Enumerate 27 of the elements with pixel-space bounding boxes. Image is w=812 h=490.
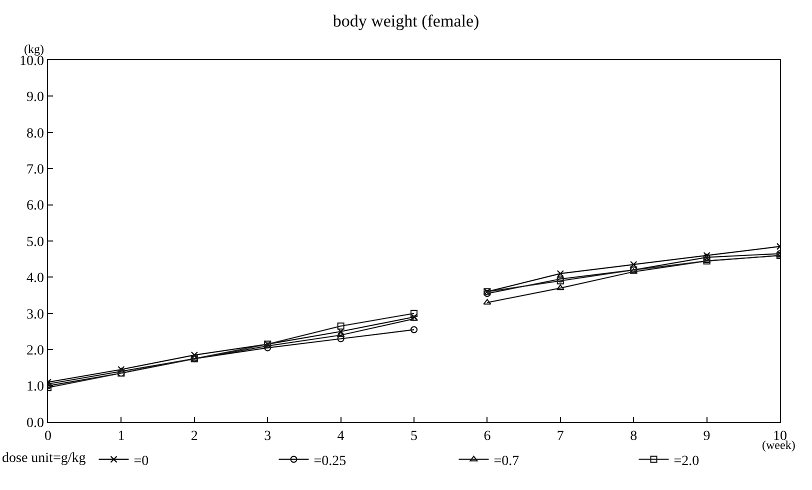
legend-label: =0.25	[314, 454, 346, 469]
x-tick-label: 2	[190, 429, 198, 444]
x-tick-label: 6	[484, 429, 491, 444]
legend-title: dose unit=g/kg	[2, 450, 86, 466]
y-tick-label: 9.0	[26, 90, 44, 106]
x-tick-label: 8	[630, 429, 638, 444]
y-tick-label: 8.0	[26, 126, 44, 142]
y-tick-label: 6.0	[26, 198, 44, 214]
y-tick-label: 0.0	[26, 416, 44, 431]
x-tick-label: 7	[556, 429, 564, 444]
y-tick-label: 3.0	[26, 307, 44, 322]
x-tick-label: 9	[703, 429, 710, 444]
y-tick-label: 7.0	[26, 162, 44, 178]
legend-label: =0.7	[494, 454, 520, 469]
x-tick-label: 1	[118, 429, 125, 444]
y-axis-title: (kg)	[24, 42, 44, 56]
legend-label: =0	[134, 454, 149, 469]
legend-label: =2.0	[674, 454, 700, 469]
x-tick-label: 3	[264, 429, 272, 444]
y-tick-label: 1.0	[26, 380, 44, 395]
x-tick-label: 4	[337, 429, 344, 444]
x-tick-label: 0	[44, 429, 52, 444]
y-tick-label: 2.0	[26, 344, 44, 358]
y-tick-label: 5.0	[26, 234, 44, 250]
y-tick-label: 4.0	[26, 271, 44, 286]
chart-title: body weight (female)	[332, 12, 480, 31]
x-tick-label: 5	[410, 429, 418, 444]
